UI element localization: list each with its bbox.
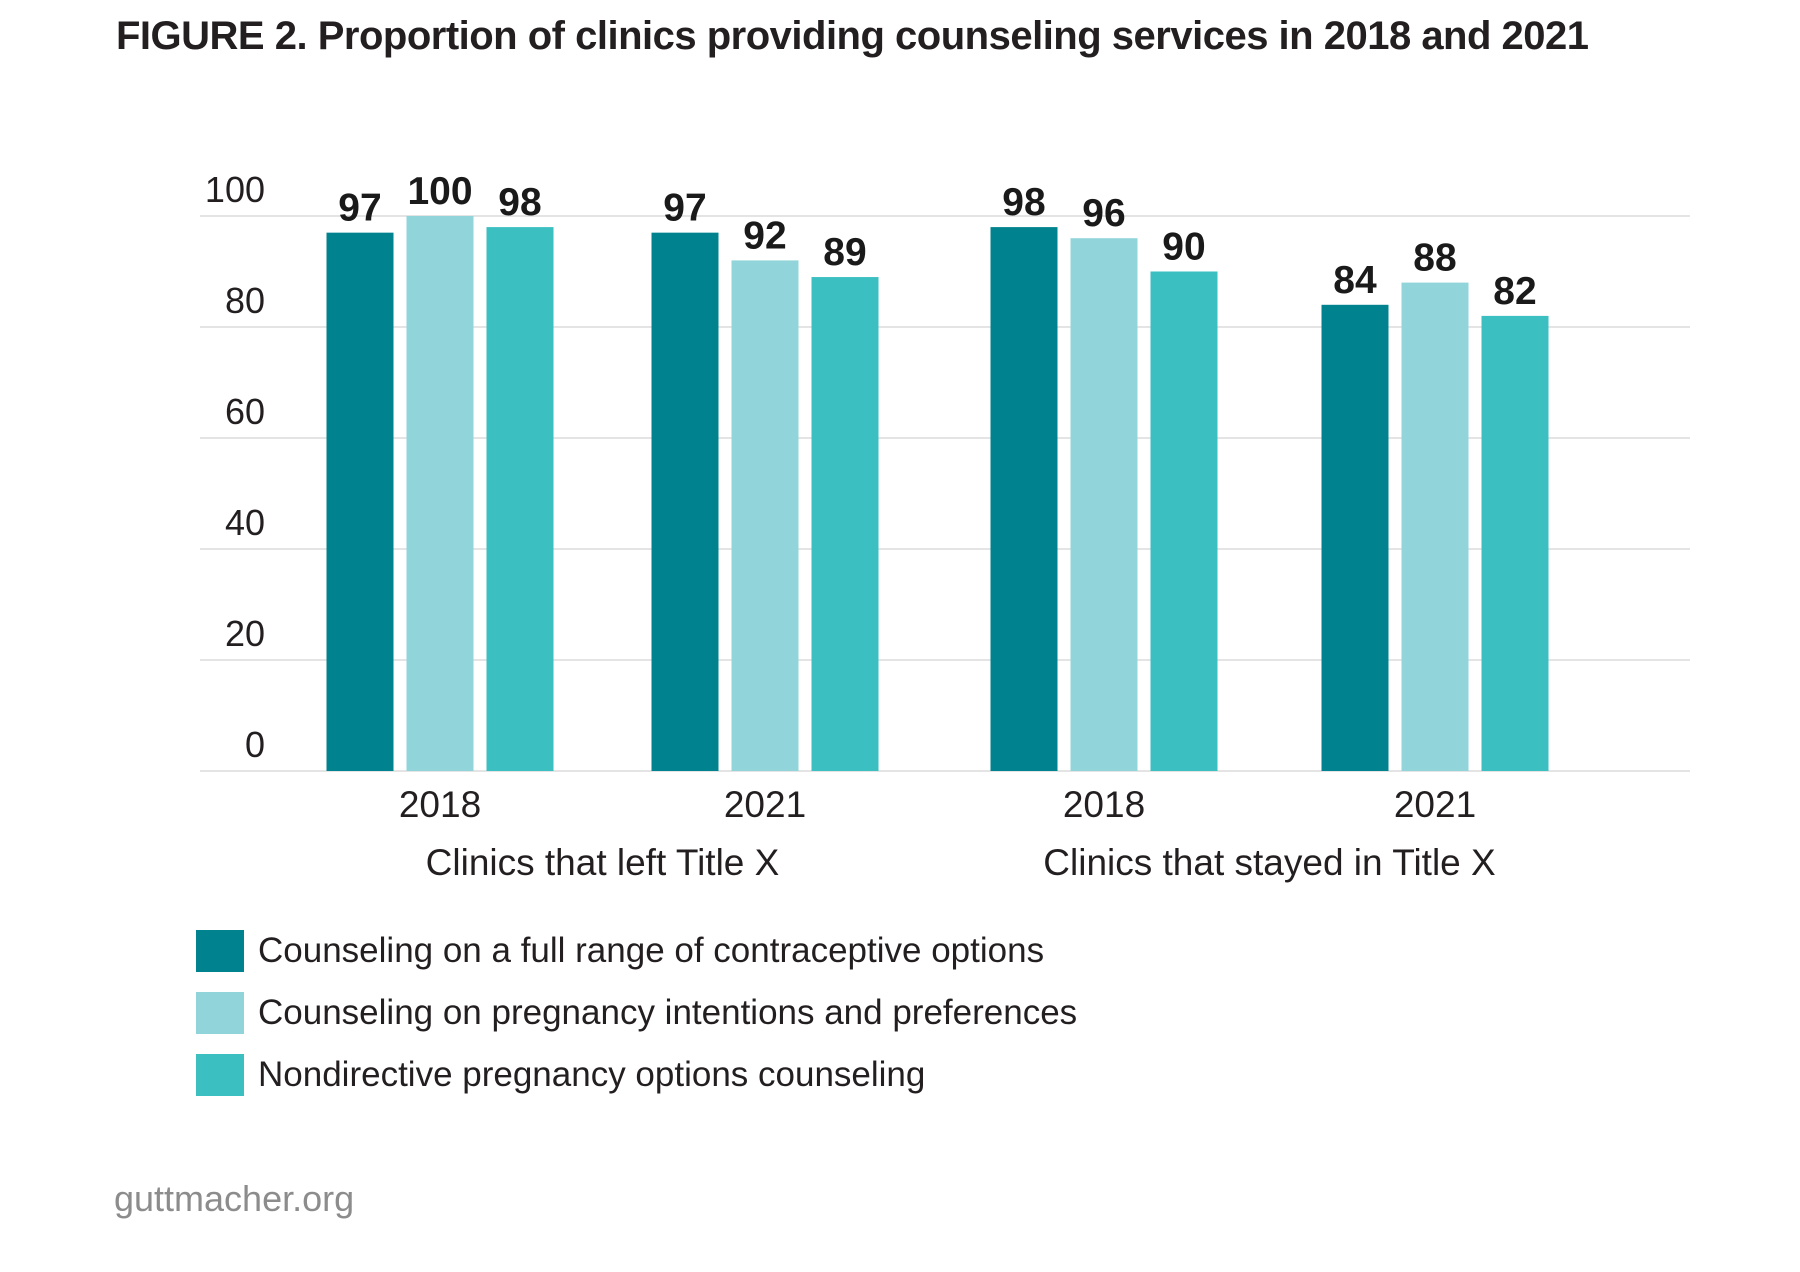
legend-swatch	[196, 992, 244, 1034]
data-label: 92	[743, 214, 786, 257]
y-tick-label: 0	[245, 724, 265, 765]
footer-source: guttmacher.org	[114, 1178, 355, 1219]
data-label: 89	[823, 231, 866, 274]
legend-label: Counseling on pregnancy intentions and p…	[258, 993, 1078, 1032]
data-label: 97	[663, 187, 706, 230]
data-labels: 97 100 98 97 92 89 98 96 90 84 88 82	[338, 170, 1536, 313]
legend-swatch	[196, 1054, 244, 1096]
bar	[406, 216, 474, 771]
data-label: 97	[338, 187, 381, 230]
x-tick-label: 2018	[1063, 784, 1145, 825]
data-label: 88	[1413, 237, 1456, 280]
data-label: 98	[498, 181, 541, 224]
bar	[990, 227, 1058, 772]
bar	[731, 260, 799, 771]
x-axis: 2018 2021 2018 2021 Clinics that left Title …	[399, 784, 1496, 883]
x-group-label: Clinics that left Title X	[426, 842, 780, 883]
bars	[326, 216, 1549, 772]
y-axis: 0 20 40 60 80 100	[205, 169, 265, 765]
y-tick-label: 80	[225, 280, 265, 321]
legend: Counseling on a full range of contracept…	[196, 920, 1077, 1106]
data-label: 100	[407, 170, 472, 213]
x-tick-label: 2021	[724, 784, 806, 825]
bar	[651, 232, 719, 771]
y-tick-label: 40	[225, 502, 265, 543]
data-label: 96	[1082, 192, 1125, 235]
legend-item-full-range: Counseling on a full range of contracept…	[196, 920, 1077, 982]
bar	[1150, 271, 1218, 771]
x-group-label: Clinics that stayed in Title X	[1043, 842, 1495, 883]
legend-item-nondirective: Nondirective pregnancy options counselin…	[196, 1044, 1077, 1106]
bar	[1070, 238, 1138, 771]
bar	[1401, 282, 1469, 771]
y-tick-label: 60	[225, 391, 265, 432]
bar	[811, 277, 879, 771]
data-label: 82	[1493, 270, 1536, 313]
legend-item-pregnancy-intentions: Counseling on pregnancy intentions and p…	[196, 982, 1077, 1044]
data-label: 84	[1333, 259, 1377, 302]
bar-chart: 0 20 40 60 80 100 97 100 98 97 92 89 98 96 90 84 88 82 2…	[200, 169, 1690, 883]
x-tick-label: 2018	[399, 784, 481, 825]
legend-swatch	[196, 930, 244, 972]
y-tick-label: 20	[225, 613, 265, 654]
legend-label: Counseling on a full range of contracept…	[258, 931, 1045, 970]
bar	[486, 227, 554, 772]
bar	[326, 232, 394, 771]
bar	[1481, 315, 1549, 771]
x-tick-label: 2021	[1394, 784, 1476, 825]
chart-title: FIGURE 2. Proportion of clinics providin…	[116, 14, 1589, 58]
legend-label: Nondirective pregnancy options counselin…	[258, 1055, 926, 1094]
bar	[1321, 304, 1389, 771]
y-tick-label: 100	[205, 169, 265, 210]
data-label: 98	[1002, 181, 1045, 224]
data-label: 90	[1162, 226, 1205, 269]
